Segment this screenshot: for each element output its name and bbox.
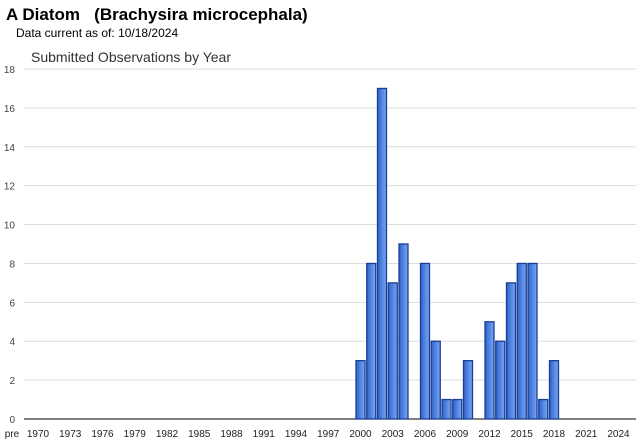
data-current-line: Data current as of: 10/18/2024 (16, 26, 308, 40)
bar-2016 (527, 262, 538, 420)
bar-2017 (538, 398, 549, 420)
x-tick-label: 1976 (91, 429, 114, 440)
y-tick-label: 10 (4, 221, 16, 232)
scientific-name: (Brachysira microcephala) (94, 5, 308, 24)
chart-title: Submitted Observations by Year (31, 49, 231, 65)
x-tick-label: 2015 (511, 429, 534, 440)
observations-chart: Submitted Observations by Year 0 2 4 6 8 10 12 1… (4, 49, 636, 440)
bar-2001 (366, 262, 377, 420)
common-name: A Diatom (6, 5, 80, 24)
x-tick-label: 1973 (59, 429, 82, 440)
x-tick-label: 2018 (543, 429, 566, 440)
x-tick-label: 2021 (575, 429, 598, 440)
x-tick-label: 1982 (156, 429, 179, 440)
x-tick-label: 2012 (478, 429, 501, 440)
y-tick-label: 4 (9, 337, 15, 348)
bar-2012 (484, 321, 495, 420)
y-tick-label: 0 (9, 415, 15, 426)
y-tick-label: 16 (4, 104, 16, 115)
bar-2014 (505, 282, 517, 420)
x-tick-label: 1988 (220, 429, 243, 440)
y-tick-label: 12 (4, 182, 16, 193)
bar-2015 (516, 262, 527, 420)
x-tick-label: 2024 (607, 429, 630, 440)
page-title: A Diatom (Brachysira microcephala) (6, 4, 308, 26)
x-tick-label: 2000 (349, 429, 372, 440)
bar-2013 (495, 340, 506, 420)
x-tick-label: 1979 (124, 429, 147, 440)
y-tick-label: 6 (9, 298, 15, 309)
y-tick-label: 8 (9, 259, 15, 270)
chart-container: Submitted Observations by Year 0 2 4 6 8 10 12 1… (0, 44, 640, 442)
x-tick-label: 1997 (317, 429, 340, 440)
x-tick-label: 2006 (414, 429, 437, 440)
x-tick-label: 1991 (253, 429, 276, 440)
bar-2008 (441, 398, 452, 420)
x-tick-label: 1970 (27, 429, 50, 440)
x-tick-label: pre (5, 429, 20, 440)
x-tick-label: 1994 (285, 429, 308, 440)
x-tick-label: 2003 (382, 429, 405, 440)
bar-2003 (387, 282, 398, 420)
page-header: A Diatom (Brachysira microcephala) Data … (6, 4, 308, 40)
bar-2018 (548, 360, 560, 420)
bar-2006 (419, 262, 431, 420)
bar-2002 (376, 87, 388, 420)
data-current-date: 10/18/2024 (118, 26, 179, 40)
y-tick-label: 18 (4, 65, 16, 76)
bar-2004 (398, 243, 409, 420)
bar-2009 (452, 398, 463, 420)
x-tick-label: 1985 (188, 429, 211, 440)
data-current-label: Data current as of: (16, 26, 115, 40)
x-tick-label: 2009 (446, 429, 469, 440)
bar-2010 (462, 360, 474, 420)
y-tick-label: 2 (9, 376, 15, 387)
bar-2000 (355, 360, 366, 420)
bar-2007 (430, 340, 441, 420)
y-tick-label: 14 (4, 143, 16, 154)
